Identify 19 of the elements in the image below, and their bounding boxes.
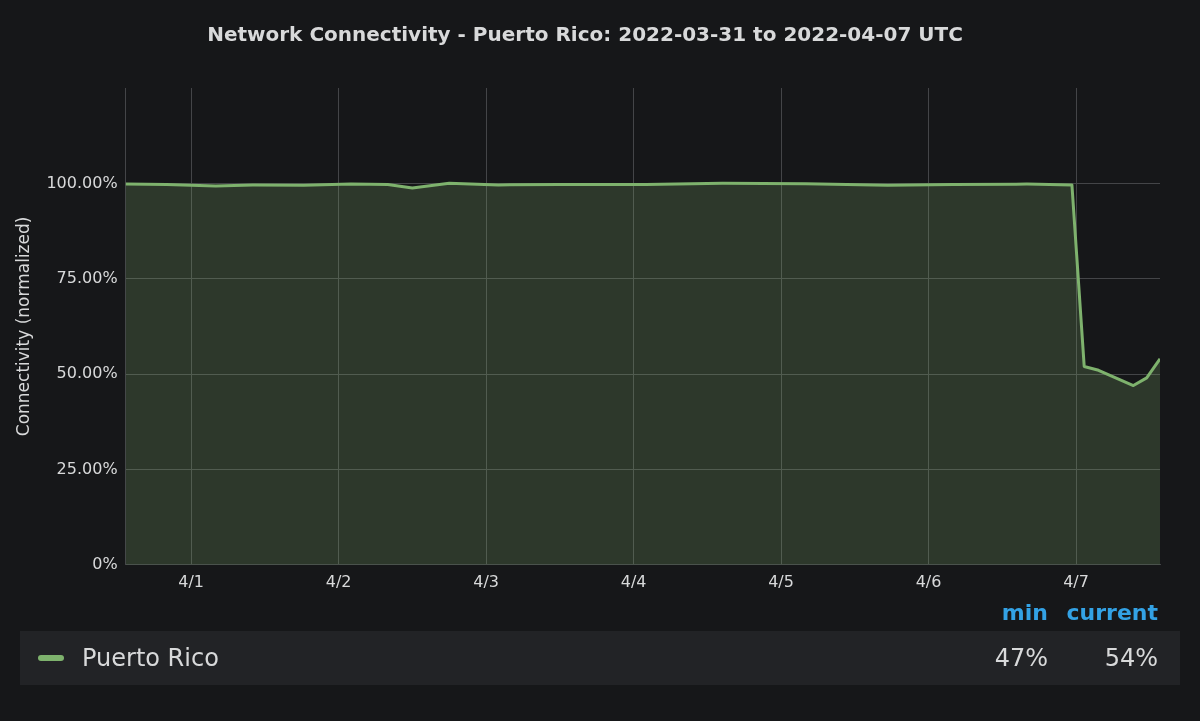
x-tick-label: 4/4 — [620, 571, 647, 591]
y-tick-label: 25.00% — [56, 458, 118, 478]
x-tick-label: 4/3 — [473, 571, 499, 591]
x-tick-label: 4/2 — [325, 571, 352, 591]
y-tick-label: 0% — [92, 553, 118, 573]
text: min — [1000, 600, 1048, 625]
x-tick-label: 4/7 — [1063, 571, 1089, 591]
legend-label: Puerto Rico — [82, 644, 220, 672]
y-axis-title: Connectivity (normalized) — [12, 216, 33, 437]
y-tick-label: 100.00% — [46, 172, 118, 192]
text: current — [1065, 600, 1158, 625]
y-tick-label: 50.00% — [56, 363, 118, 383]
x-tick-label: 4/5 — [768, 571, 794, 591]
x-tick-label: 4/1 — [178, 571, 205, 591]
text: 47% — [993, 644, 1048, 672]
y-tick-label: 75.00% — [56, 267, 118, 287]
x-tick-label: 4/6 — [915, 571, 942, 591]
text: 54% — [1103, 644, 1158, 672]
chart-title: Network Connectivity - Puerto Rico: 2022-03-31 to 2022-04-07 UTC — [207, 22, 963, 47]
